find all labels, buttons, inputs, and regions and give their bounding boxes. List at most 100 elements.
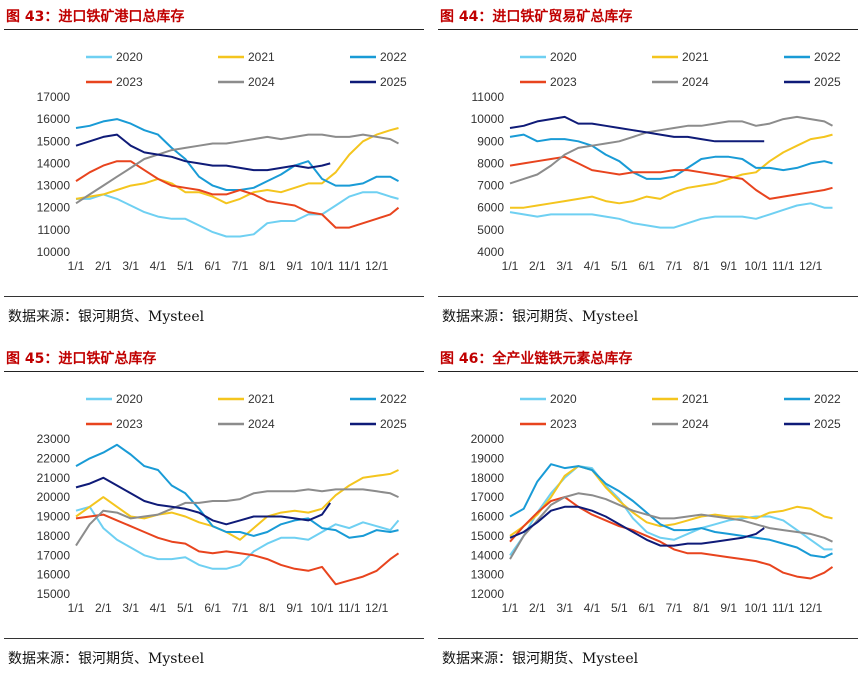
line-chart: 10000 11000 12000 13000 14000 15000 16000 17000… <box>37 50 407 273</box>
y-tick-label: 5000 <box>477 223 504 237</box>
x-tick-label: 6/1 <box>204 601 221 615</box>
series-line-2025 <box>509 505 765 547</box>
y-tick-label: 14000 <box>471 548 505 562</box>
data-source: 数据来源：银河期货、Mysteel <box>442 651 639 667</box>
series-line-2022 <box>509 463 833 559</box>
legend-label: 2022 <box>814 50 841 64</box>
y-tick-label: 22000 <box>37 451 71 465</box>
series-line-2021 <box>75 469 399 541</box>
legend-label: 2021 <box>682 392 709 406</box>
legend-label: 2025 <box>380 417 407 431</box>
series-line-2020 <box>75 505 400 570</box>
title-rule <box>438 29 858 30</box>
x-tick-label: 8/1 <box>259 601 276 615</box>
series-line-2021 <box>75 127 399 205</box>
panel-iron-element-inventory: 图 46：全产业链铁元素总库存 12000 13000 14000 15000 1600… <box>438 342 858 677</box>
series-line-2021 <box>509 465 833 537</box>
y-tick-label: 21000 <box>37 471 71 485</box>
x-tick-label: 4/1 <box>584 601 601 615</box>
panel-port-inventory: 图 43：进口铁矿港口总库存 10000 11000 12000 13000 14000… <box>4 0 424 335</box>
y-tick-label: 11000 <box>38 223 71 237</box>
y-tick-label: 18000 <box>37 529 71 543</box>
data-source: 数据来源：银河期货、Mysteel <box>442 309 639 325</box>
x-tick-label: 6/1 <box>638 259 655 273</box>
x-tick-label: 4/1 <box>584 259 601 273</box>
line-chart: 12000 13000 14000 15000 16000 17000 18000 19000… <box>471 392 841 615</box>
y-tick-label: 17000 <box>37 548 71 562</box>
x-tick-label: 1/1 <box>68 601 85 615</box>
x-tick-label: 10/1 <box>310 259 334 273</box>
series-line-2023 <box>75 160 400 229</box>
y-tick-label: 15000 <box>471 529 505 543</box>
y-tick-label: 13000 <box>37 179 71 193</box>
source-rule <box>438 296 858 297</box>
legend-label: 2024 <box>682 75 709 89</box>
x-tick-label: 2/1 <box>95 259 112 273</box>
line-chart: 4000 5000 6000 7000 8000 9000 10000 11000 1/1 2/1… <box>471 50 841 273</box>
x-tick-label: 10/1 <box>310 601 334 615</box>
series-line-2022 <box>509 133 833 180</box>
x-tick-label: 2/1 <box>529 259 546 273</box>
line-chart: 15000 16000 17000 18000 19000 20000 21000 22000… <box>37 392 407 615</box>
y-tick-label: 4000 <box>477 245 504 259</box>
x-tick-label: 5/1 <box>177 601 194 615</box>
x-tick-label: 11/1 <box>772 601 795 615</box>
y-tick-label: 7000 <box>477 179 504 193</box>
panel-total-ore-inventory: 图 45：进口铁矿总库存 15000 16000 17000 18000 19000 20… <box>4 342 424 677</box>
source-rule <box>438 638 858 639</box>
legend-label: 2021 <box>682 50 709 64</box>
x-tick-label: 12/1 <box>799 259 823 273</box>
title-rule <box>4 29 424 30</box>
y-tick-label: 15000 <box>37 587 71 601</box>
y-tick-label: 12000 <box>37 201 71 215</box>
x-tick-label: 7/1 <box>232 259 249 273</box>
y-tick-label: 16000 <box>37 568 71 582</box>
x-tick-label: 9/1 <box>720 601 737 615</box>
title-rule <box>438 371 858 372</box>
x-tick-label: 1/1 <box>502 601 519 615</box>
series-line-2025 <box>75 476 332 526</box>
legend-label: 2024 <box>682 417 709 431</box>
x-tick-label: 2/1 <box>95 601 112 615</box>
legend-label: 2020 <box>116 50 143 64</box>
y-tick-label: 19000 <box>37 510 71 524</box>
y-tick-label: 6000 <box>477 201 504 215</box>
series-line-2025 <box>75 133 331 172</box>
title-rule <box>4 371 424 372</box>
x-tick-label: 4/1 <box>150 601 167 615</box>
series-line-2020 <box>509 202 833 229</box>
x-tick-label: 11/1 <box>338 259 361 273</box>
chart-title: 图 45：进口铁矿总库存 <box>6 351 157 367</box>
x-tick-label: 5/1 <box>611 259 628 273</box>
x-tick-label: 2/1 <box>529 601 546 615</box>
chart-title: 图 43：进口铁矿港口总库存 <box>6 9 185 25</box>
series-line-2023 <box>75 513 400 586</box>
chart-title: 图 44：进口铁矿贸易矿总库存 <box>440 9 633 25</box>
y-tick-label: 19000 <box>471 451 505 465</box>
legend-label: 2024 <box>248 417 275 431</box>
x-tick-label: 10/1 <box>744 601 768 615</box>
legend-label: 2022 <box>380 50 407 64</box>
x-tick-label: 3/1 <box>122 601 139 615</box>
legend-label: 2020 <box>116 392 143 406</box>
legend-label: 2023 <box>116 75 143 89</box>
legend-label: 2023 <box>550 417 577 431</box>
x-tick-label: 12/1 <box>799 601 823 615</box>
series-line-2024 <box>509 115 833 185</box>
series-line-2021 <box>510 133 833 209</box>
x-tick-label: 3/1 <box>556 259 573 273</box>
y-tick-label: 23000 <box>37 432 71 446</box>
y-tick-label: 18000 <box>471 471 505 485</box>
x-tick-label: 12/1 <box>365 259 389 273</box>
panel-trade-ore-inventory: 图 44：进口铁矿贸易矿总库存 4000 5000 6000 7000 8000 9000… <box>438 0 858 335</box>
x-tick-label: 4/1 <box>150 259 167 273</box>
series-line-2024 <box>509 492 833 560</box>
y-tick-label: 9000 <box>477 134 504 148</box>
chart-title: 图 46：全产业链铁元素总库存 <box>440 351 633 367</box>
legend-label: 2020 <box>550 392 577 406</box>
y-tick-label: 16000 <box>471 510 505 524</box>
y-tick-label: 17000 <box>37 90 71 104</box>
y-tick-label: 20000 <box>37 490 71 504</box>
x-tick-label: 7/1 <box>666 259 683 273</box>
series-line-2023 <box>509 155 833 200</box>
